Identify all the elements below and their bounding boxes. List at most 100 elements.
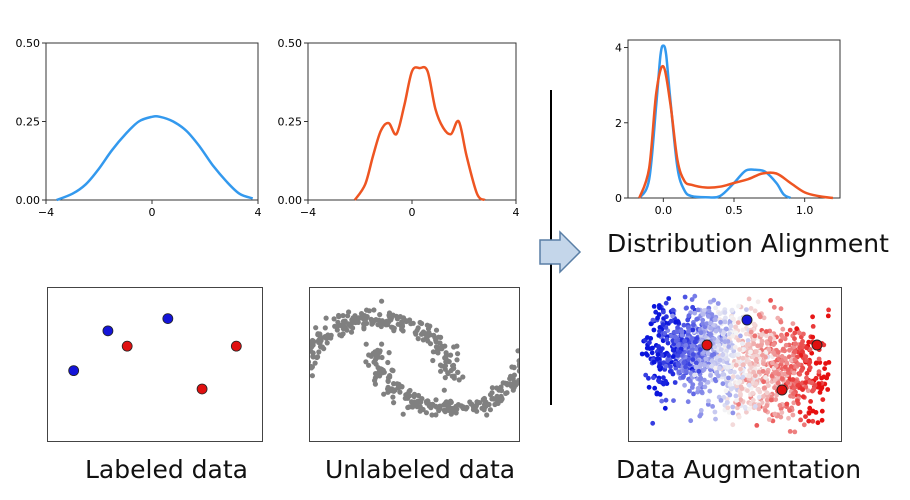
augmented-point — [759, 332, 765, 338]
augmented-point — [728, 386, 734, 392]
augmented-point — [733, 330, 739, 336]
augmented-point — [762, 385, 768, 391]
moon-point — [432, 335, 438, 341]
augmented-point — [816, 381, 822, 387]
augmented-point — [662, 331, 667, 336]
augmented-point — [698, 375, 704, 381]
moon-point — [399, 326, 405, 332]
augmented-point — [813, 360, 819, 366]
augmented-point — [791, 391, 796, 396]
moon-point — [350, 325, 356, 331]
augmented-point — [725, 405, 731, 411]
augmented-point — [685, 317, 691, 323]
augmented-point — [740, 341, 745, 347]
augmented-point — [747, 361, 753, 367]
augmented-point — [654, 356, 660, 362]
augmented-point — [761, 379, 766, 385]
moon-point — [317, 340, 323, 346]
augmented-point — [656, 344, 661, 349]
moon-point — [397, 389, 403, 395]
augmented-point — [664, 337, 670, 342]
labeled-point-red — [230, 340, 242, 352]
augmented-point — [815, 420, 821, 426]
augmented-point — [702, 377, 707, 383]
augmented-point — [771, 342, 776, 347]
moon-point — [460, 374, 466, 380]
augmented-point — [661, 309, 666, 315]
augmented-point — [693, 364, 699, 370]
augmented-point — [708, 320, 713, 326]
augmented-point — [797, 345, 802, 350]
augmented-point — [792, 336, 797, 342]
augmented-point — [787, 429, 793, 434]
augmented-point — [790, 377, 796, 382]
augmentation-points — [639, 293, 832, 435]
augmented-point — [738, 366, 743, 372]
moon-point — [385, 384, 391, 390]
augmented-point — [689, 297, 695, 302]
augmented-point — [650, 420, 656, 426]
augmented-point — [661, 360, 667, 366]
augmented-point — [797, 330, 802, 336]
augmented-point — [775, 349, 781, 355]
anchor-point — [741, 314, 753, 326]
augmented-point — [702, 384, 708, 390]
moon-point — [316, 349, 322, 355]
moon-point — [379, 354, 385, 361]
unlabeled-caption: Unlabeled data — [325, 455, 516, 484]
augmented-point — [807, 365, 813, 370]
augmented-point — [821, 342, 827, 348]
unlabeled-moons-svg — [287, 298, 542, 418]
augmented-point — [695, 386, 701, 391]
augmented-point — [771, 350, 776, 355]
augmented-point — [652, 385, 658, 391]
augmented-point — [779, 358, 785, 364]
augmented-point — [692, 339, 698, 345]
augmented-point — [689, 385, 695, 390]
moon-point — [405, 392, 411, 398]
augmented-point — [788, 364, 794, 369]
augmented-point — [700, 317, 706, 323]
augmented-point — [775, 315, 781, 321]
augmented-point — [786, 415, 791, 421]
augmented-point — [649, 350, 655, 356]
augmented-point — [690, 357, 696, 362]
augmented-point — [792, 341, 798, 347]
augmented-point — [766, 347, 772, 352]
augmented-point — [733, 393, 739, 399]
augmented-point — [715, 301, 721, 306]
augmented-point — [810, 418, 816, 424]
augmented-point — [810, 408, 816, 414]
anchor-point — [776, 384, 788, 396]
augmented-point — [663, 300, 669, 306]
moon-point — [373, 361, 379, 367]
moon-point — [451, 375, 457, 381]
moon-point — [334, 324, 340, 330]
augmented-point — [709, 363, 714, 369]
moon-point — [391, 388, 397, 394]
augmented-point — [738, 333, 743, 339]
moon-point — [442, 363, 449, 369]
augmented-point — [756, 394, 762, 400]
x-tick-label: 4 — [255, 206, 262, 219]
augmented-point — [690, 327, 696, 333]
augmented-point — [800, 349, 805, 355]
augmented-point — [713, 328, 719, 334]
moon-point — [345, 313, 351, 319]
augmented-point — [778, 306, 784, 312]
augmented-point — [688, 378, 693, 384]
augmented-point — [758, 343, 764, 349]
moon-point — [324, 340, 330, 346]
labeled-point-blue — [162, 313, 174, 325]
augmented-point — [810, 324, 816, 329]
moon-point — [322, 325, 328, 331]
augmented-point — [663, 363, 669, 369]
augmented-point — [766, 383, 771, 388]
augmented-point — [787, 408, 793, 413]
augmented-point — [666, 296, 672, 301]
moon-point — [372, 371, 379, 377]
augmented-point — [730, 333, 736, 339]
augmented-point — [768, 298, 773, 303]
augmented-point — [726, 344, 731, 349]
augmented-point — [757, 389, 763, 395]
